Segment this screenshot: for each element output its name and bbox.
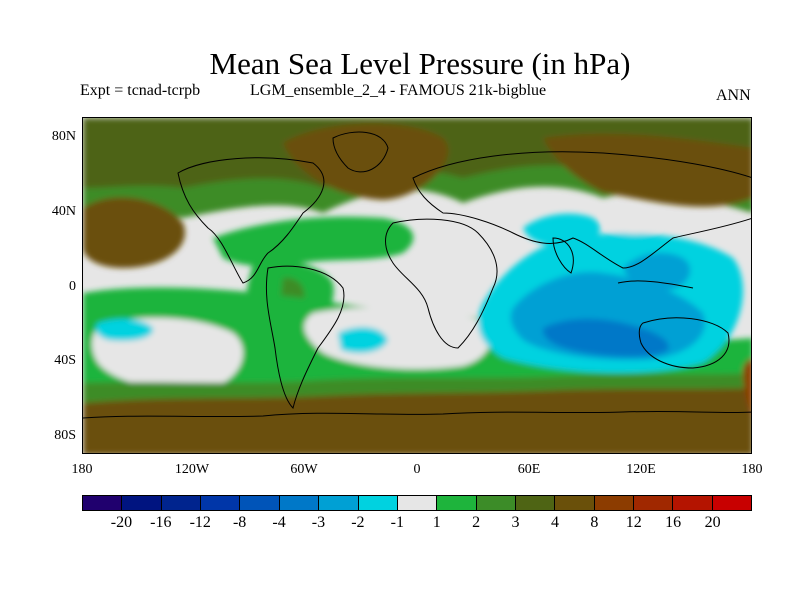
season-label: ANN xyxy=(716,87,751,104)
contour-pacific-level-8 xyxy=(83,197,185,268)
lon-label-180w: 180 xyxy=(71,462,93,477)
contour-atlantic-level-2 xyxy=(213,216,414,267)
colorbar-tick-label: 12 xyxy=(625,514,642,531)
colorbar-swatch xyxy=(319,496,359,510)
colorbar-swatch xyxy=(161,496,202,510)
colorbar-tick-label: 4 xyxy=(550,514,559,531)
lat-label-40s: 40S xyxy=(54,353,76,368)
lat-label-equator: 0 xyxy=(69,279,76,294)
colorbar-tick-label: 3 xyxy=(511,514,520,531)
colorbar-tick-label: -8 xyxy=(232,514,247,531)
contour-atlantic-lowhi xyxy=(603,210,658,234)
colorbar-swatch xyxy=(122,496,162,510)
colorbar-swatch xyxy=(555,496,595,510)
colorbar-tick-label: -2 xyxy=(351,514,365,531)
colorbar-swatch xyxy=(397,496,438,510)
coast-north-america xyxy=(177,157,325,284)
colorbar-tick-label: -12 xyxy=(189,514,211,531)
colorbar-swatch xyxy=(437,496,477,510)
colorbar-swatch xyxy=(634,496,674,510)
contour-antarctic-level-8 xyxy=(83,388,751,453)
colorbar-swatch xyxy=(358,496,398,510)
coast-eurasia xyxy=(412,151,751,269)
colorbar-tick-label: 1 xyxy=(432,514,441,531)
colorbar-swatch xyxy=(515,496,556,510)
lon-label-60e: 60E xyxy=(517,462,541,477)
contour-arabian-level-neg1 xyxy=(523,213,601,247)
colorbar-swatch xyxy=(240,496,280,510)
contour-south-atlantic-light xyxy=(304,307,492,370)
coast-india xyxy=(552,237,574,274)
coastlines xyxy=(83,131,751,419)
colorbar-swatch xyxy=(476,496,516,510)
contour-indian-level-neg3 xyxy=(542,318,669,357)
lat-label-80s: 80S xyxy=(54,428,76,443)
pressure-map xyxy=(83,118,751,453)
colorbar-tick-label: 2 xyxy=(472,514,481,531)
lon-label-180e: 180 xyxy=(741,462,763,477)
lon-label-120w: 120W xyxy=(174,462,210,477)
lon-label-120e: 120E xyxy=(626,462,656,477)
contour-antarctic-level-12 xyxy=(743,358,751,414)
colorbar-swatch xyxy=(712,496,752,510)
contour-pacific-level-neg1 xyxy=(95,318,154,341)
experiment-label: Expt = tcnad-tcrpb xyxy=(80,82,201,99)
run-label: LGM_ensemble_2_4 - FAMOUS 21k-bigblue xyxy=(250,82,547,99)
coast-africa xyxy=(385,218,498,349)
colorbar-tick-label: 8 xyxy=(590,514,599,531)
contour-pacific-level-neg1-b xyxy=(338,327,388,353)
map-title: Mean Sea Level Pressure (in hPa) xyxy=(209,46,631,81)
colorbar-swatch xyxy=(673,496,713,510)
map-plot-area xyxy=(82,117,752,454)
colorbar-tick-label: 20 xyxy=(704,514,721,531)
coast-australia xyxy=(638,317,730,369)
coast-south-america xyxy=(265,265,345,409)
contour-asia-level-4 xyxy=(543,133,751,207)
colorbar-tick-label: -4 xyxy=(272,514,286,531)
colorbar-tick-label: -20 xyxy=(110,514,133,531)
coast-indonesia xyxy=(617,280,694,289)
lon-label-0: 0 xyxy=(413,462,421,477)
colorbar-tick-label: -16 xyxy=(150,514,172,531)
coast-antarctica xyxy=(83,410,751,419)
colorbar-tick-label: -1 xyxy=(390,514,404,531)
coast-greenland xyxy=(332,131,389,173)
lon-label-60w: 60W xyxy=(290,462,318,477)
colorbar-swatch xyxy=(83,496,123,510)
colorbar-swatch xyxy=(279,496,320,510)
colorbar-swatch xyxy=(201,496,241,510)
colorbar xyxy=(82,495,752,511)
lat-label-80n: 80N xyxy=(51,129,76,144)
lat-label-40n: 40N xyxy=(51,204,76,219)
colorbar-tick-label: -3 xyxy=(311,514,326,531)
colorbar-swatch xyxy=(594,496,635,510)
colorbar-tick-label: 16 xyxy=(665,514,682,531)
